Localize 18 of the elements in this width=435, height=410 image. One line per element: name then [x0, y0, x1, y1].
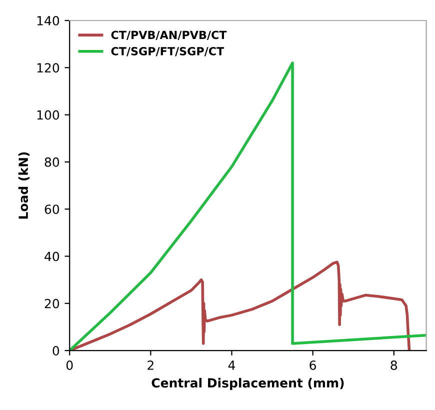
- legend-label: CT/SGP/FT/SGP/CT: [111, 47, 224, 56]
- y-tick-label: 80: [44, 157, 60, 167]
- x-axis-title: Central Displacement (mm): [152, 378, 344, 390]
- legend-label: CT/PVB/AN/PVB/CT: [111, 30, 227, 40]
- y-tick-label: 120: [37, 63, 60, 73]
- y-tick-label: 40: [44, 252, 60, 262]
- x-tick-label: 2: [148, 360, 154, 370]
- y-tick-label: 100: [37, 110, 60, 120]
- y-tick-label: 20: [44, 298, 60, 308]
- y-axis-title: Load (kN): [18, 152, 30, 219]
- x-tick-label: 0: [66, 360, 73, 370]
- line-series: [70, 260, 411, 351]
- x-tick-label: 4: [228, 360, 236, 370]
- y-tick-label: 140: [37, 16, 60, 26]
- y-tick-label: 60: [44, 204, 60, 214]
- y-tick-label: 0: [52, 346, 60, 356]
- x-tick-label: 8: [390, 360, 397, 370]
- x-tick-label: 6: [310, 360, 316, 370]
